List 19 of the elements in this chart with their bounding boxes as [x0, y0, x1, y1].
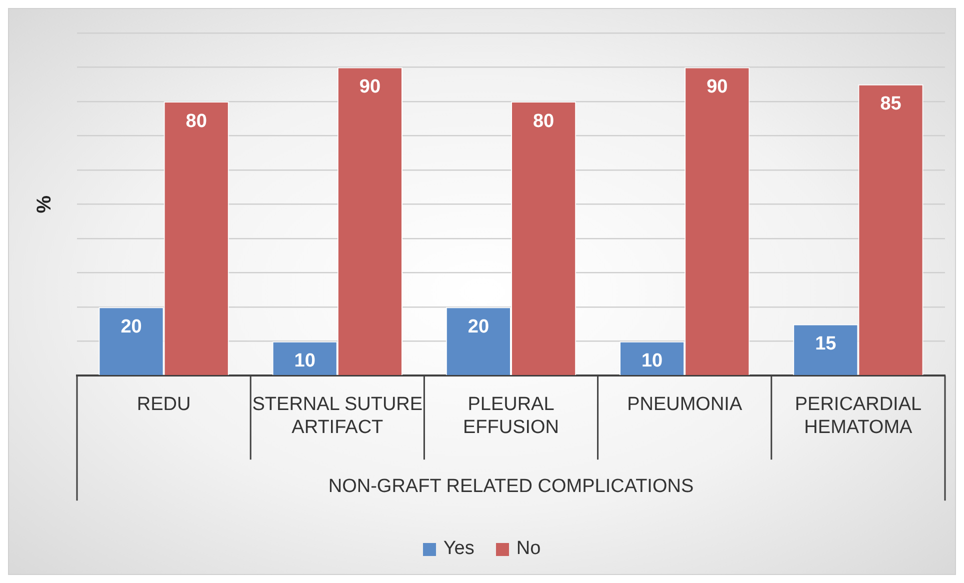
- x-axis-title: NON-GRAFT RELATED COMPLICATIONS: [328, 476, 694, 497]
- data-label: 15: [815, 333, 837, 354]
- x-tick-label: PLEURAL EFFUSION: [462, 394, 560, 438]
- legend-label: No: [516, 538, 541, 560]
- x-tick-label: STERNAL SUTURE ARTIFACT: [252, 394, 423, 438]
- data-label: 90: [359, 76, 381, 98]
- y-axis-title: %: [34, 195, 56, 214]
- data-label: 10: [294, 350, 316, 372]
- x-tick-label: PNEUMONIA: [627, 394, 742, 416]
- legend-label: Yes: [443, 538, 474, 560]
- data-label: 80: [532, 110, 554, 132]
- data-label: 20: [468, 316, 490, 338]
- x-tick-label: REDU: [136, 394, 191, 416]
- data-label: 20: [120, 316, 142, 338]
- data-label: 85: [880, 94, 902, 115]
- data-label: 80: [186, 110, 207, 132]
- data-label: 10: [641, 350, 663, 372]
- data-label: 90: [706, 76, 728, 98]
- x-tick-label: PERICARDIAL HEMATOMA: [794, 394, 922, 438]
